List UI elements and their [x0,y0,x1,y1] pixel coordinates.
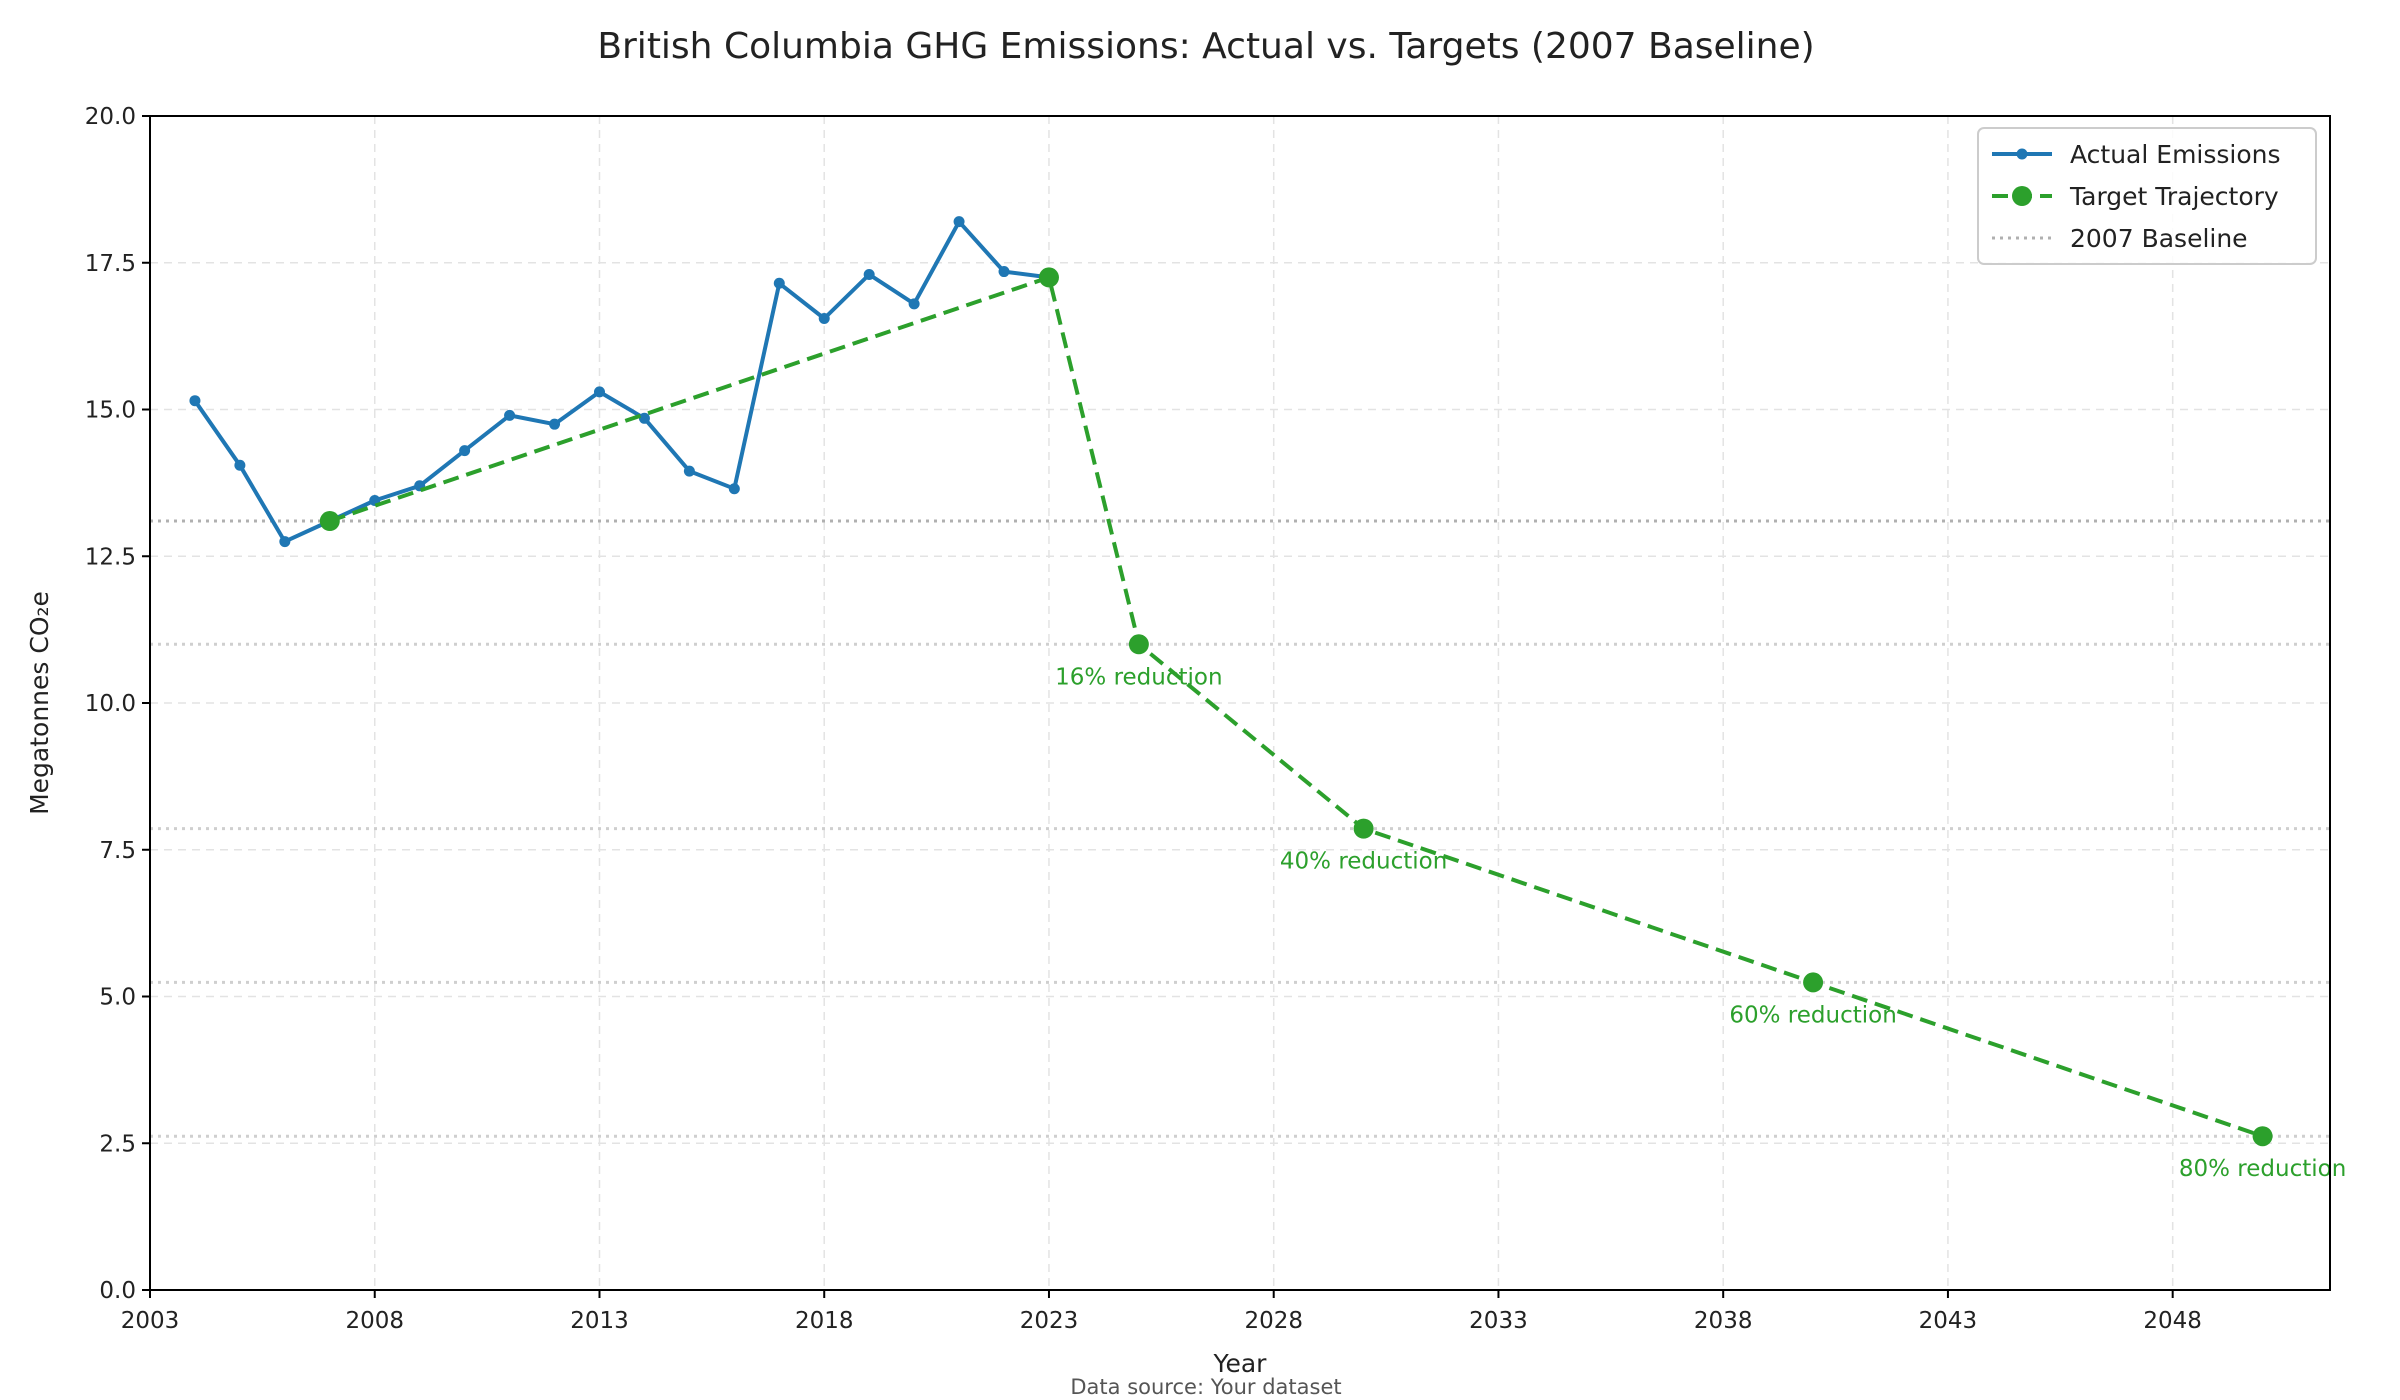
y-tick-label: 12.5 [85,544,136,570]
x-tick-label: 2003 [121,1308,180,1334]
data-point [1038,267,1059,288]
data-point [998,266,1010,278]
data-point [908,298,920,310]
x-tick-label: 2023 [1020,1308,1079,1334]
data-point [504,409,516,421]
legend-marker [2012,186,2032,206]
reference-lines [150,519,2330,1138]
reduction-annotation: 60% reduction [1729,1002,1896,1028]
y-tick-label: 17.5 [85,251,136,277]
data-point [818,313,830,325]
x-tick-label: 2038 [1694,1308,1753,1334]
reduction-annotation: 16% reduction [1055,664,1222,690]
data-point [1128,634,1149,655]
annotations: 16% reduction 40% reduction 60% reduction 8… [1055,664,2346,1182]
data-point [953,216,965,228]
y-axis-label: Megatonnes CO₂e [25,591,54,815]
legend-label: 2007 Baseline [2070,224,2248,253]
data-point [319,511,340,532]
legend-marker [2016,148,2028,160]
data-point [2252,1126,2273,1147]
y-tick-label: 0.0 [99,1278,136,1304]
legend-box [1977,127,2317,265]
y-tick-label: 2.5 [99,1131,136,1157]
legend: Actual Emissions Target Trajectory 2007 Ba… [1977,127,2317,265]
x-tick-label: 2033 [1469,1308,1528,1334]
x-tick-label: 2018 [795,1308,854,1334]
data-point [549,418,561,430]
data-point [1803,972,1824,993]
chart-title: British Columbia GHG Emissions: Actual v… [597,26,1814,67]
series-line-1 [329,275,2264,1139]
data-point [189,395,201,407]
data-point [863,268,875,280]
legend-label: Target Trajectory [2069,182,2279,211]
source-note: Data source: Your dataset [1070,1375,1341,1399]
reduction-annotation: 40% reduction [1280,849,1447,875]
data-point [728,483,740,495]
x-tick-label: 2008 [345,1308,404,1334]
x-axis-ticks: 2003 2008 2013 2018 2023 2028 2033 2038 2043 2048 [121,1290,2202,1334]
y-tick-label: 7.5 [99,838,136,864]
x-tick-label: 2028 [1244,1308,1303,1334]
x-tick-label: 2048 [2143,1308,2202,1334]
data-point [638,412,650,424]
data-point [234,459,246,471]
data-point [683,465,695,477]
x-tick-label: 2043 [1919,1308,1978,1334]
series [189,216,2273,1147]
y-tick-label: 10.0 [85,691,136,717]
data-point [279,536,291,548]
x-axis-label: Year [1213,1349,1268,1378]
y-tick-label: 15.0 [85,398,136,424]
y-tick-label: 5.0 [99,985,136,1011]
data-point [459,445,471,457]
series-line-0 [193,219,1050,544]
legend-label: Actual Emissions [2070,140,2281,169]
data-point [1353,818,1374,839]
grid [149,115,2330,1291]
reduction-annotation: 80% reduction [2179,1156,2346,1182]
x-tick-label: 2013 [570,1308,629,1334]
y-tick-label: 20.0 [85,104,136,130]
y-axis-ticks: 0.0 2.5 5.0 7.5 10.0 12.5 15.0 17.5 20.0 [85,104,150,1304]
data-point [593,386,605,398]
data-point [773,277,785,289]
